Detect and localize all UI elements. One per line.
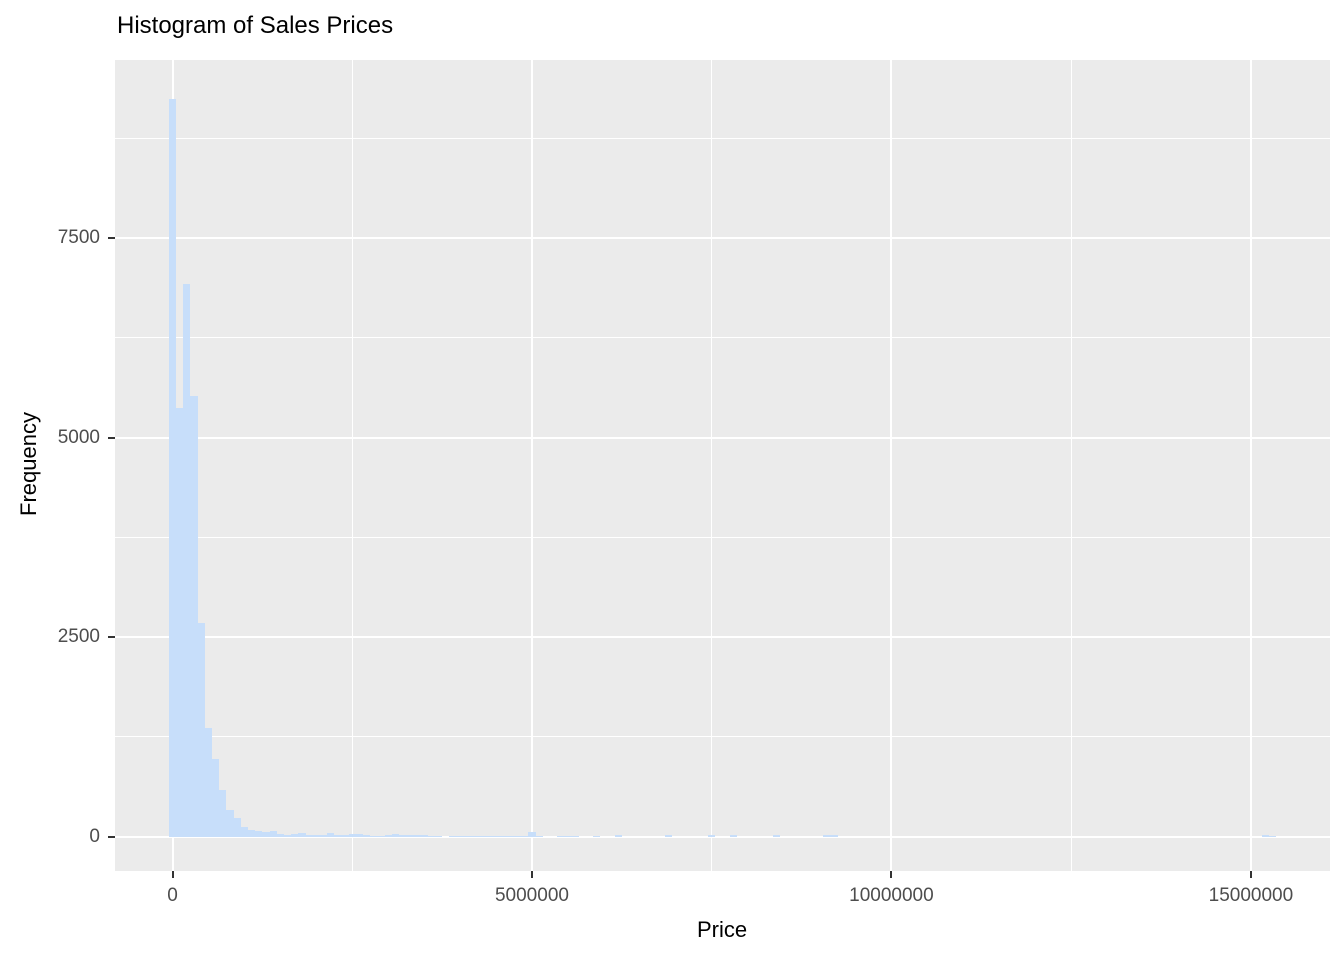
gridline-major-y [115,436,1330,439]
histogram-bar [729,835,737,837]
histogram-bar [492,835,500,837]
y-tick-mark [108,237,115,239]
histogram-bar [168,99,177,837]
y-tick-mark [108,636,115,639]
histogram-bar [341,835,349,837]
histogram-bar [370,835,378,837]
histogram-bar [478,835,486,837]
histogram-bar [248,829,256,837]
histogram-bar [830,835,838,837]
histogram-bar [377,835,385,837]
histogram-bar [197,622,205,837]
x-tick-label: 15000000 [1208,885,1294,906]
histogram-bar [226,809,234,837]
histogram-bar [348,834,356,837]
gridline-minor-y [115,137,1330,139]
histogram-bar [219,789,227,837]
histogram-bar [384,834,392,837]
histogram-bar [456,835,464,837]
y-tick-label: 0 [89,825,100,847]
histogram-bar [391,834,399,837]
gridline-minor-y [115,536,1330,538]
x-tick-label: 10000000 [849,885,934,906]
histogram-bar [1261,835,1269,837]
x-tick-label: 0 [167,885,178,906]
gridline-major-x [1249,60,1252,871]
histogram-bar [463,835,471,837]
histogram-bar [708,835,716,837]
histogram-bar [240,826,248,837]
histogram-bar [398,834,407,837]
histogram-bar [614,835,622,837]
histogram-bar [528,831,536,837]
x-axis-title: Price [696,917,748,942]
histogram-bar [255,830,263,837]
y-tick-label: 7500 [57,227,100,248]
histogram-bar [212,759,220,837]
gridline-minor-y [115,337,1330,339]
histogram-bar [449,835,457,837]
histogram-bar [535,835,543,837]
histogram-bar [664,835,673,837]
x-tick-mark [890,871,893,878]
histogram-bar [406,834,414,837]
histogram-bar [305,834,313,837]
gridline-major-y [115,636,1330,639]
x-tick-label: 5000000 [494,885,569,906]
histogram-bar [485,835,493,837]
histogram-bar [363,835,371,837]
histogram-bar [298,832,306,837]
y-tick-label: 2500 [57,626,100,648]
histogram-bar [772,835,780,837]
chart-title: Histogram of Sales Prices [117,12,394,39]
histogram-bar [506,835,514,837]
histogram-bar [276,833,284,837]
histogram-bar [593,835,601,837]
gridline-major-y [115,237,1330,239]
histogram-bar [355,834,364,837]
histogram-bar [204,728,213,837]
histogram-bar [413,834,421,837]
y-tick-label: 5000 [57,426,100,448]
gridline-major-x [890,60,893,871]
gridline-minor-x [1070,60,1072,871]
gridline-major-y [115,835,1330,838]
gridline-minor-x [351,60,353,871]
histogram-bar [571,835,579,837]
gridline-minor-y [115,736,1330,738]
plot-panel [115,60,1330,871]
histogram-bar [1268,835,1277,837]
histogram-bar [514,835,522,837]
histogram-bar [521,835,529,837]
histogram-bar [190,396,198,837]
y-tick-mark [108,835,115,838]
x-tick-mark [1249,871,1252,878]
histogram-bar [434,835,443,837]
x-tick-mark [530,871,533,878]
histogram-bar [183,283,191,837]
histogram-bar [269,831,277,837]
histogram-bar [557,835,565,837]
histogram-bar [327,833,335,837]
y-tick-mark [108,436,115,439]
histogram-bar [319,834,328,837]
gridline-major-x [530,60,533,871]
gridline-minor-x [711,60,713,871]
histogram-bar [312,834,320,837]
x-tick-mark [171,871,174,878]
histogram-bar [233,818,241,837]
histogram-bar [427,835,435,837]
histogram-bar [499,835,507,837]
histogram-bar [334,834,342,837]
histogram-bar [283,834,292,837]
histogram-bar [564,835,572,837]
histogram-bar [420,835,428,837]
histogram-bar [262,831,270,837]
histogram-bar [291,833,299,837]
histogram-bar [823,835,831,837]
histogram-bar [176,408,184,837]
histogram-bar [470,835,479,837]
